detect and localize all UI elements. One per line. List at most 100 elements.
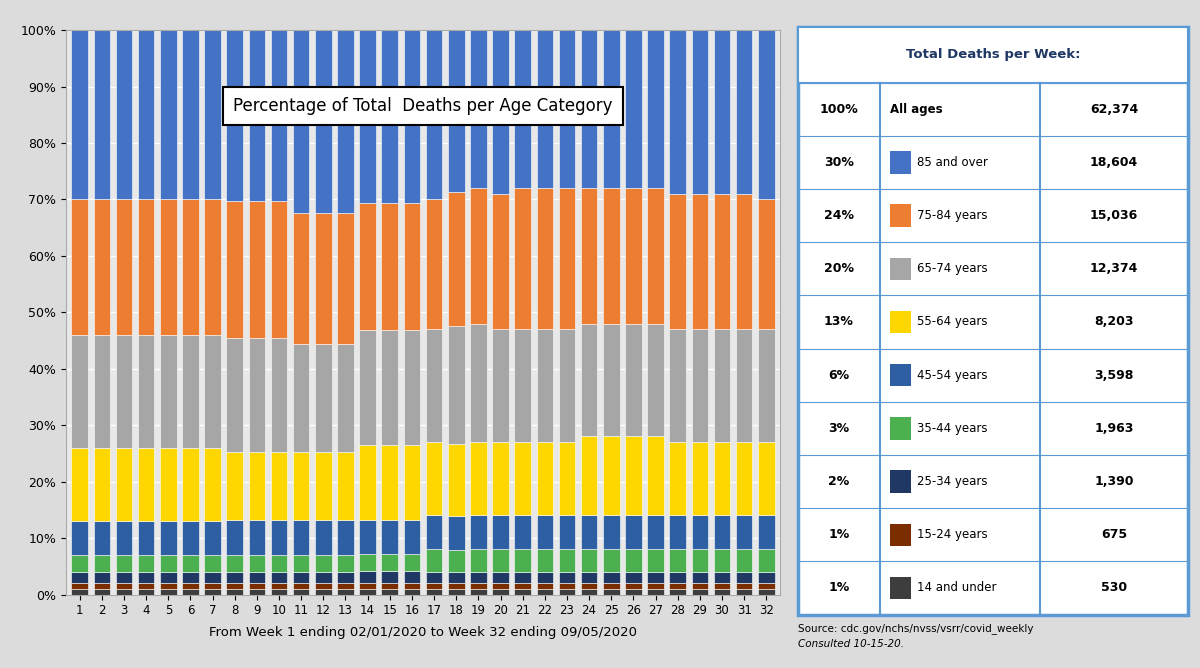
Bar <box>691 583 708 589</box>
Bar <box>94 572 110 583</box>
Bar <box>625 572 642 583</box>
Bar <box>559 549 575 572</box>
Bar <box>403 203 420 329</box>
Bar <box>204 335 221 448</box>
Text: 100%: 100% <box>820 103 858 116</box>
Bar <box>72 199 88 335</box>
Bar <box>625 589 642 595</box>
Bar <box>293 212 310 343</box>
Bar <box>559 188 575 329</box>
Bar <box>204 583 221 589</box>
Bar <box>403 554 420 572</box>
Bar <box>714 442 731 516</box>
Bar <box>515 583 530 589</box>
Bar <box>293 30 310 212</box>
Bar <box>72 335 88 448</box>
Bar <box>515 572 530 583</box>
Bar <box>204 521 221 555</box>
Bar <box>492 30 509 194</box>
Text: 1%: 1% <box>828 528 850 541</box>
Bar <box>470 549 487 572</box>
Bar <box>691 30 708 194</box>
Bar <box>581 30 598 188</box>
Bar <box>889 151 911 174</box>
Bar <box>625 436 642 516</box>
Bar <box>470 442 487 516</box>
Bar <box>403 445 420 520</box>
Bar <box>889 364 911 386</box>
Bar <box>337 343 354 452</box>
Bar <box>337 30 354 212</box>
Bar <box>536 549 553 572</box>
Text: Source: cdc.gov/nchs/nvss/vsrr/covid_weekly: Source: cdc.gov/nchs/nvss/vsrr/covid_wee… <box>798 623 1033 634</box>
Bar <box>426 572 443 583</box>
Bar <box>714 30 731 194</box>
Bar <box>359 445 376 520</box>
Bar <box>382 203 398 329</box>
Bar <box>559 583 575 589</box>
Text: 1,390: 1,390 <box>1094 475 1134 488</box>
Bar <box>691 549 708 572</box>
Bar <box>138 589 155 595</box>
Bar <box>160 572 176 583</box>
Bar <box>160 589 176 595</box>
Bar <box>714 583 731 589</box>
Bar <box>160 583 176 589</box>
Bar <box>94 30 110 199</box>
Bar <box>138 555 155 572</box>
Bar <box>736 583 752 589</box>
Bar <box>316 554 331 572</box>
Bar <box>403 520 420 554</box>
Bar <box>204 199 221 335</box>
Bar <box>359 329 376 445</box>
Bar <box>559 329 575 442</box>
Bar <box>758 583 774 589</box>
Bar <box>204 589 221 595</box>
Bar <box>602 583 619 589</box>
Bar <box>248 452 265 520</box>
Bar <box>72 521 88 555</box>
Text: 30%: 30% <box>824 156 854 169</box>
Bar <box>426 329 443 442</box>
Bar <box>182 448 199 521</box>
Bar <box>138 583 155 589</box>
Bar <box>448 550 464 572</box>
Bar <box>293 343 310 452</box>
Bar <box>758 30 774 199</box>
Bar <box>602 323 619 436</box>
Bar <box>536 589 553 595</box>
Bar <box>182 30 199 199</box>
Bar <box>647 572 664 583</box>
Bar <box>670 30 686 194</box>
Bar <box>758 589 774 595</box>
Bar <box>470 589 487 595</box>
Bar <box>227 520 244 554</box>
Bar <box>337 589 354 595</box>
Bar <box>714 589 731 595</box>
Bar <box>248 30 265 201</box>
Bar <box>448 30 464 192</box>
Bar <box>115 30 132 199</box>
Bar <box>736 194 752 329</box>
Bar <box>515 549 530 572</box>
Bar <box>559 572 575 583</box>
Bar <box>448 516 464 550</box>
Bar <box>889 311 911 333</box>
Bar <box>691 329 708 442</box>
Bar <box>115 555 132 572</box>
Bar <box>602 549 619 572</box>
Bar <box>94 521 110 555</box>
Bar <box>691 572 708 583</box>
Text: 18,604: 18,604 <box>1090 156 1138 169</box>
Bar <box>382 30 398 203</box>
Bar <box>382 572 398 583</box>
Bar <box>94 555 110 572</box>
Bar <box>581 589 598 595</box>
Bar <box>647 436 664 516</box>
Bar <box>492 572 509 583</box>
Bar <box>204 555 221 572</box>
Bar <box>515 516 530 549</box>
Bar <box>359 30 376 203</box>
Bar <box>138 199 155 335</box>
Text: 15,036: 15,036 <box>1090 209 1138 222</box>
